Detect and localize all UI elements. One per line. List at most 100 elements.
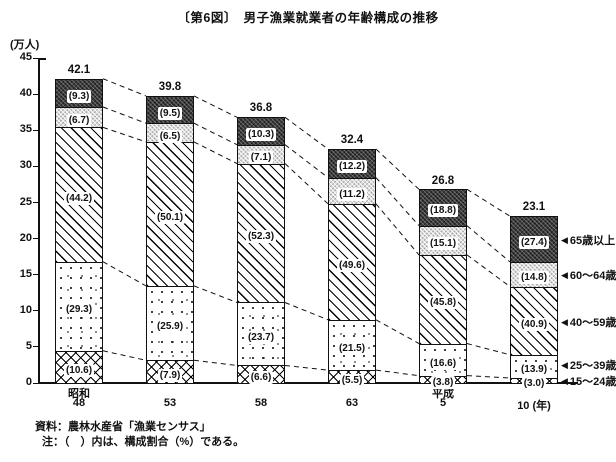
segment-value-label: (6.7): [55, 110, 103, 128]
bar-segment-diagonal-hatch: [146, 141, 194, 287]
legend-label: 65歳以上: [569, 235, 616, 248]
bar-total-label: 42.1: [67, 64, 91, 77]
legend-item: ◀ 25〜39歳: [561, 357, 616, 373]
segment-value-label: (3.0): [510, 373, 558, 391]
segment-value: (6.7): [66, 114, 92, 128]
x-year-label: 58: [254, 397, 268, 409]
paren-note: 注：（ ）内は、構成割合（%）である。: [42, 436, 245, 448]
segment-value: (10.6): [63, 363, 95, 377]
segment-value-label: (40.9): [510, 314, 558, 332]
segment-value: (7.9): [157, 368, 183, 382]
segment-value: (15.1): [427, 237, 459, 251]
page-title: 〔第6図〕 男子漁業就業者の年齢構成の推移: [177, 11, 439, 25]
x-year-label: 63: [345, 397, 359, 409]
legend-label: 60〜64歳: [569, 270, 616, 283]
segment-value-label: (29.3): [55, 299, 103, 317]
segment-value-label: (52.3): [237, 226, 285, 244]
y-tick-mark: [33, 57, 38, 59]
legend-label: 15〜24歳: [569, 376, 616, 389]
bar-segment-dots: [237, 302, 285, 367]
y-tick-label: 25: [19, 195, 32, 208]
legend-label: 40〜59歳: [569, 316, 616, 329]
segment-value: (9.3): [66, 89, 92, 103]
y-tick-label: 20: [19, 231, 32, 244]
legend-arrow-icon: ◀: [561, 360, 568, 371]
legend-item: ◀ 60〜64歳: [561, 267, 616, 283]
segment-value: (21.5): [336, 341, 368, 355]
segment-value: (23.7): [245, 330, 277, 344]
legend-item: ◀ 65歳以上: [561, 232, 615, 248]
legend-arrow-icon: ◀: [561, 376, 568, 387]
y-tick-label: 10: [19, 303, 32, 316]
x-year-label: 48: [72, 397, 86, 409]
y-tick-mark: [33, 310, 38, 312]
segment-value-label: (10.3): [237, 124, 285, 142]
segment-value-label: (49.6): [328, 255, 376, 273]
segment-value-label: (3.8): [419, 372, 467, 390]
legend-item: ◀ 40〜59歳: [561, 314, 616, 330]
x-era-label: 平成: [432, 388, 454, 400]
source-note: 資料：農林水産省「漁業センサス」: [35, 421, 211, 433]
bar-total-label: 26.8: [431, 174, 455, 187]
segment-value: (27.4): [518, 236, 550, 250]
y-tick-mark: [33, 93, 38, 95]
y-tick-label: 15: [19, 267, 32, 280]
segment-value: (18.8): [427, 204, 459, 218]
segment-value: (13.9): [518, 363, 550, 377]
y-axis-unit-label: (万人): [10, 39, 40, 51]
bar-total-label: 39.8: [158, 80, 182, 93]
y-tick-mark: [33, 274, 38, 276]
y-tick-label: 5: [25, 339, 32, 352]
segment-value: (45.8): [427, 296, 459, 310]
segment-value-label: (21.5): [328, 338, 376, 356]
x-year-label: 10 (年): [517, 400, 551, 412]
segment-value: (14.8): [518, 271, 550, 285]
y-tick-label: 30: [19, 159, 32, 172]
segment-value: (44.2): [63, 191, 95, 205]
segment-value: (7.1): [248, 151, 274, 165]
segment-value: (5.5): [339, 373, 365, 387]
y-tick-mark: [33, 129, 38, 131]
legend-arrow-icon: ◀: [561, 270, 568, 281]
legend-arrow-icon: ◀: [561, 316, 568, 327]
segment-value: (50.1): [154, 210, 186, 224]
y-tick-mark: [33, 165, 38, 167]
segment-value-label: (27.4): [510, 232, 558, 250]
y-tick-label: 45: [19, 51, 32, 64]
legend-label: 25〜39歳: [569, 360, 616, 373]
segment-value-label: (6.6): [237, 367, 285, 385]
segment-value: (16.6): [427, 356, 459, 370]
segment-value: (10.3): [245, 127, 277, 141]
segment-value: (25.9): [154, 320, 186, 334]
segment-value-label: (45.8): [419, 292, 467, 310]
segment-value-label: (6.5): [146, 126, 194, 144]
y-tick-mark: [33, 202, 38, 203]
segment-value: (9.5): [157, 106, 183, 120]
segment-value: (3.0): [521, 377, 547, 391]
segment-value-label: (18.8): [419, 200, 467, 218]
segment-value-label: (50.1): [146, 207, 194, 225]
segment-value-label: (10.6): [55, 360, 103, 378]
bar-total-label: 32.4: [340, 134, 364, 147]
segment-value-label: (15.1): [419, 233, 467, 251]
x-year-label: 53: [163, 397, 177, 409]
segment-value: (6.6): [248, 371, 274, 385]
y-tick-label: 0: [25, 376, 32, 388]
y-tick-label: 35: [19, 123, 32, 136]
x-year-label: 5: [439, 397, 447, 409]
x-era-label: 昭和: [68, 388, 90, 400]
segment-value: (12.2): [336, 160, 368, 174]
legend-item: ◀ 15〜24歳: [561, 373, 616, 389]
y-tick-label: 40: [19, 87, 32, 100]
segment-value-label: (7.1): [237, 147, 285, 165]
legend-arrow-icon: ◀: [561, 235, 568, 246]
y-tick-mark: [33, 346, 38, 348]
segment-value-label: (12.2): [328, 156, 376, 174]
segment-value: (6.5): [157, 129, 183, 143]
footer-notes: 資料：農林水産省「漁業センサス」 注：（ ）内は、構成割合（%）である。: [35, 420, 244, 450]
y-tick-mark: [33, 238, 38, 240]
segment-value: (40.9): [518, 317, 550, 331]
y-axis-line: [38, 58, 40, 383]
